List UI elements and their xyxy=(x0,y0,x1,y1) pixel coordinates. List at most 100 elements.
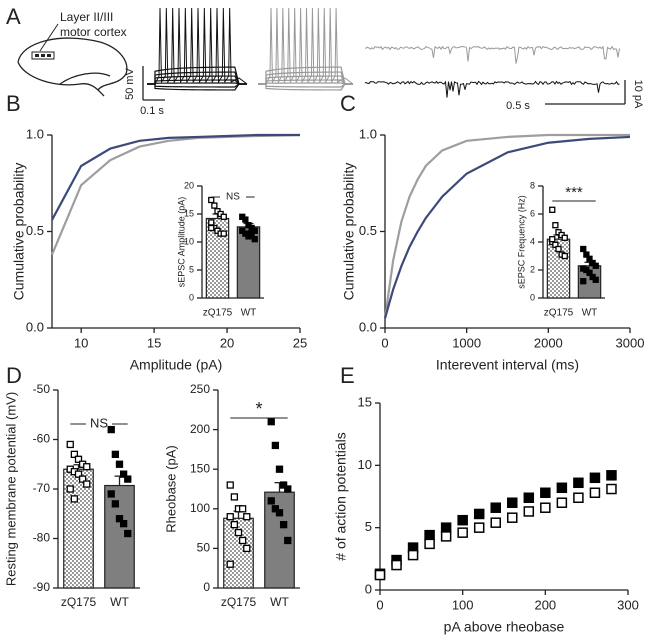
trace xyxy=(258,7,354,85)
point xyxy=(242,216,249,223)
y-tick-label: 0.0 xyxy=(359,319,377,334)
point xyxy=(507,512,518,523)
schematic-label: Layer II/III xyxy=(60,10,113,24)
significance: * xyxy=(255,399,262,419)
y-tick-label: 100 xyxy=(190,501,210,515)
recording-site xyxy=(35,54,39,57)
recording-site xyxy=(47,54,51,57)
point xyxy=(238,536,247,545)
point xyxy=(580,278,587,285)
x-tick-label: 10 xyxy=(74,335,88,350)
point xyxy=(208,196,215,204)
point xyxy=(220,213,227,220)
point xyxy=(208,224,215,232)
x-tick-label: 0 xyxy=(381,335,388,350)
point xyxy=(549,206,556,213)
y-axis-label: # of action potentials xyxy=(333,432,349,560)
trace xyxy=(258,66,353,85)
y-tick-label: 0.5 xyxy=(359,223,377,238)
x-tick-label: zQ175 xyxy=(203,308,233,319)
x-tick-label: zQ175 xyxy=(544,308,574,319)
y-tick-label: -50 xyxy=(33,382,51,396)
point xyxy=(490,517,501,528)
y-tick-label: 5 xyxy=(189,264,194,274)
point xyxy=(70,450,79,459)
y-tick-label: 6 xyxy=(530,208,535,218)
point xyxy=(549,236,556,243)
scale-label: 50 mV xyxy=(124,67,136,99)
x-tick-label: 1000 xyxy=(452,335,481,350)
trace xyxy=(147,83,247,88)
point xyxy=(111,500,120,508)
point xyxy=(70,495,79,503)
x-tick-label: 15 xyxy=(147,335,161,350)
x-axis-label: pA above rheobase xyxy=(444,619,565,635)
significance: NS xyxy=(226,192,240,203)
recording-site xyxy=(41,54,45,57)
point xyxy=(74,470,83,478)
point xyxy=(606,483,617,495)
point xyxy=(473,522,485,533)
point xyxy=(115,515,124,523)
x-tick-label: zQ175 xyxy=(61,595,97,609)
x-tick-label: WT xyxy=(582,308,598,319)
pointer xyxy=(39,23,59,52)
point xyxy=(592,262,599,269)
point xyxy=(573,477,584,489)
series-line xyxy=(383,133,630,319)
point xyxy=(424,529,435,541)
point xyxy=(226,560,234,568)
trace xyxy=(258,83,353,91)
point xyxy=(440,531,452,542)
point xyxy=(589,472,601,484)
point xyxy=(507,497,518,508)
bar xyxy=(223,517,254,589)
y-tick-label: 4 xyxy=(530,236,535,246)
y-axis-label: Cumulative probability xyxy=(11,163,27,301)
point xyxy=(119,520,128,528)
point xyxy=(592,276,599,283)
y-tick-label: 0 xyxy=(530,292,535,302)
schematic-label: motor cortex xyxy=(60,25,127,39)
trace xyxy=(147,83,247,91)
point xyxy=(589,487,601,499)
y-tick-label: 2 xyxy=(530,264,535,274)
point xyxy=(552,222,559,229)
point xyxy=(230,493,239,501)
y-tick-label: 8 xyxy=(530,180,535,190)
point xyxy=(111,450,120,459)
significance: NS xyxy=(90,415,108,430)
point xyxy=(284,485,292,493)
x-tick-label: zQ175 xyxy=(221,595,257,609)
brain-schematic xyxy=(17,37,128,97)
y-tick-label: 150 xyxy=(190,461,210,475)
x-tick-label: WT xyxy=(110,595,129,609)
point xyxy=(391,559,402,571)
trace xyxy=(258,75,353,85)
panel-label: A xyxy=(6,4,21,29)
x-tick-label: 3000 xyxy=(616,335,645,350)
x-tick-label: 0 xyxy=(376,597,383,612)
point xyxy=(523,506,535,517)
point xyxy=(279,481,288,489)
trace xyxy=(258,83,353,88)
trace xyxy=(258,82,353,85)
y-tick-label: 200 xyxy=(190,422,210,436)
y-axis-label: Cumulative probability xyxy=(341,163,357,301)
significance: *** xyxy=(565,184,583,201)
point xyxy=(271,441,280,450)
x-tick-label: 100 xyxy=(452,597,474,612)
point xyxy=(248,230,255,237)
point xyxy=(243,513,251,521)
scale-label: 0.5 s xyxy=(506,100,530,112)
trace xyxy=(258,71,353,85)
point xyxy=(124,475,132,483)
y-tick-label: 10 xyxy=(184,236,194,246)
point xyxy=(66,485,74,493)
point xyxy=(540,487,551,499)
point xyxy=(267,497,275,505)
point xyxy=(580,245,587,253)
point xyxy=(279,520,288,529)
x-tick-label: WT xyxy=(270,595,289,609)
